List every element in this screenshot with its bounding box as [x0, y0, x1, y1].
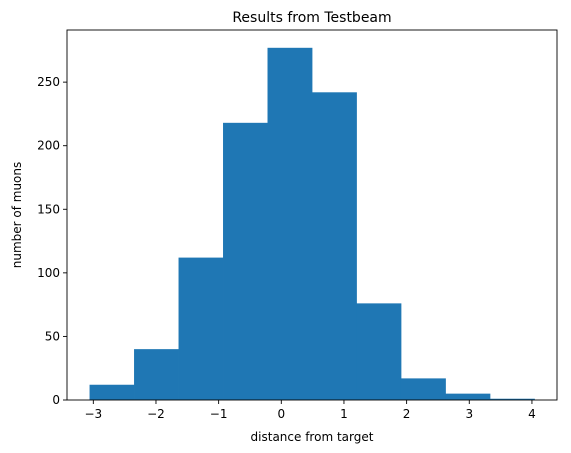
y-tick-label: 0	[52, 393, 60, 407]
histogram-bar	[223, 122, 268, 400]
chart-title: Results from Testbeam	[232, 10, 391, 26]
x-tick-label: 3	[465, 407, 473, 421]
histogram-bar	[489, 398, 535, 400]
histogram-bar	[356, 303, 402, 400]
x-axis-label: distance from target	[251, 430, 374, 444]
histogram-bar	[134, 349, 179, 400]
y-axis-ticks: 0 50 100 150 200 250	[37, 75, 67, 407]
x-tick-label: 1	[340, 407, 348, 421]
y-axis-label: number of muons	[10, 162, 24, 269]
histogram-bar	[267, 47, 313, 400]
histogram-bar	[445, 393, 491, 400]
y-tick-label: 50	[45, 329, 60, 343]
histogram-bar	[178, 257, 224, 400]
x-tick-label: −2	[147, 407, 165, 421]
histogram-bar	[400, 378, 446, 400]
histogram-bar	[312, 92, 357, 401]
x-axis-ticks: −3 −2 −1 0 1 2 3 4	[84, 400, 536, 421]
x-tick-label: 2	[403, 407, 411, 421]
y-tick-label: 150	[37, 202, 60, 216]
x-tick-label: 4	[528, 407, 536, 421]
bars-group	[89, 47, 535, 401]
y-tick-label: 200	[37, 139, 60, 153]
x-tick-label: 0	[277, 407, 285, 421]
x-tick-label: −3	[84, 407, 102, 421]
plot-frame	[66, 29, 558, 401]
y-tick-label: 250	[37, 75, 60, 89]
histogram-bar	[89, 384, 135, 400]
y-tick-label: 100	[37, 266, 60, 280]
x-tick-label: −1	[210, 407, 228, 421]
